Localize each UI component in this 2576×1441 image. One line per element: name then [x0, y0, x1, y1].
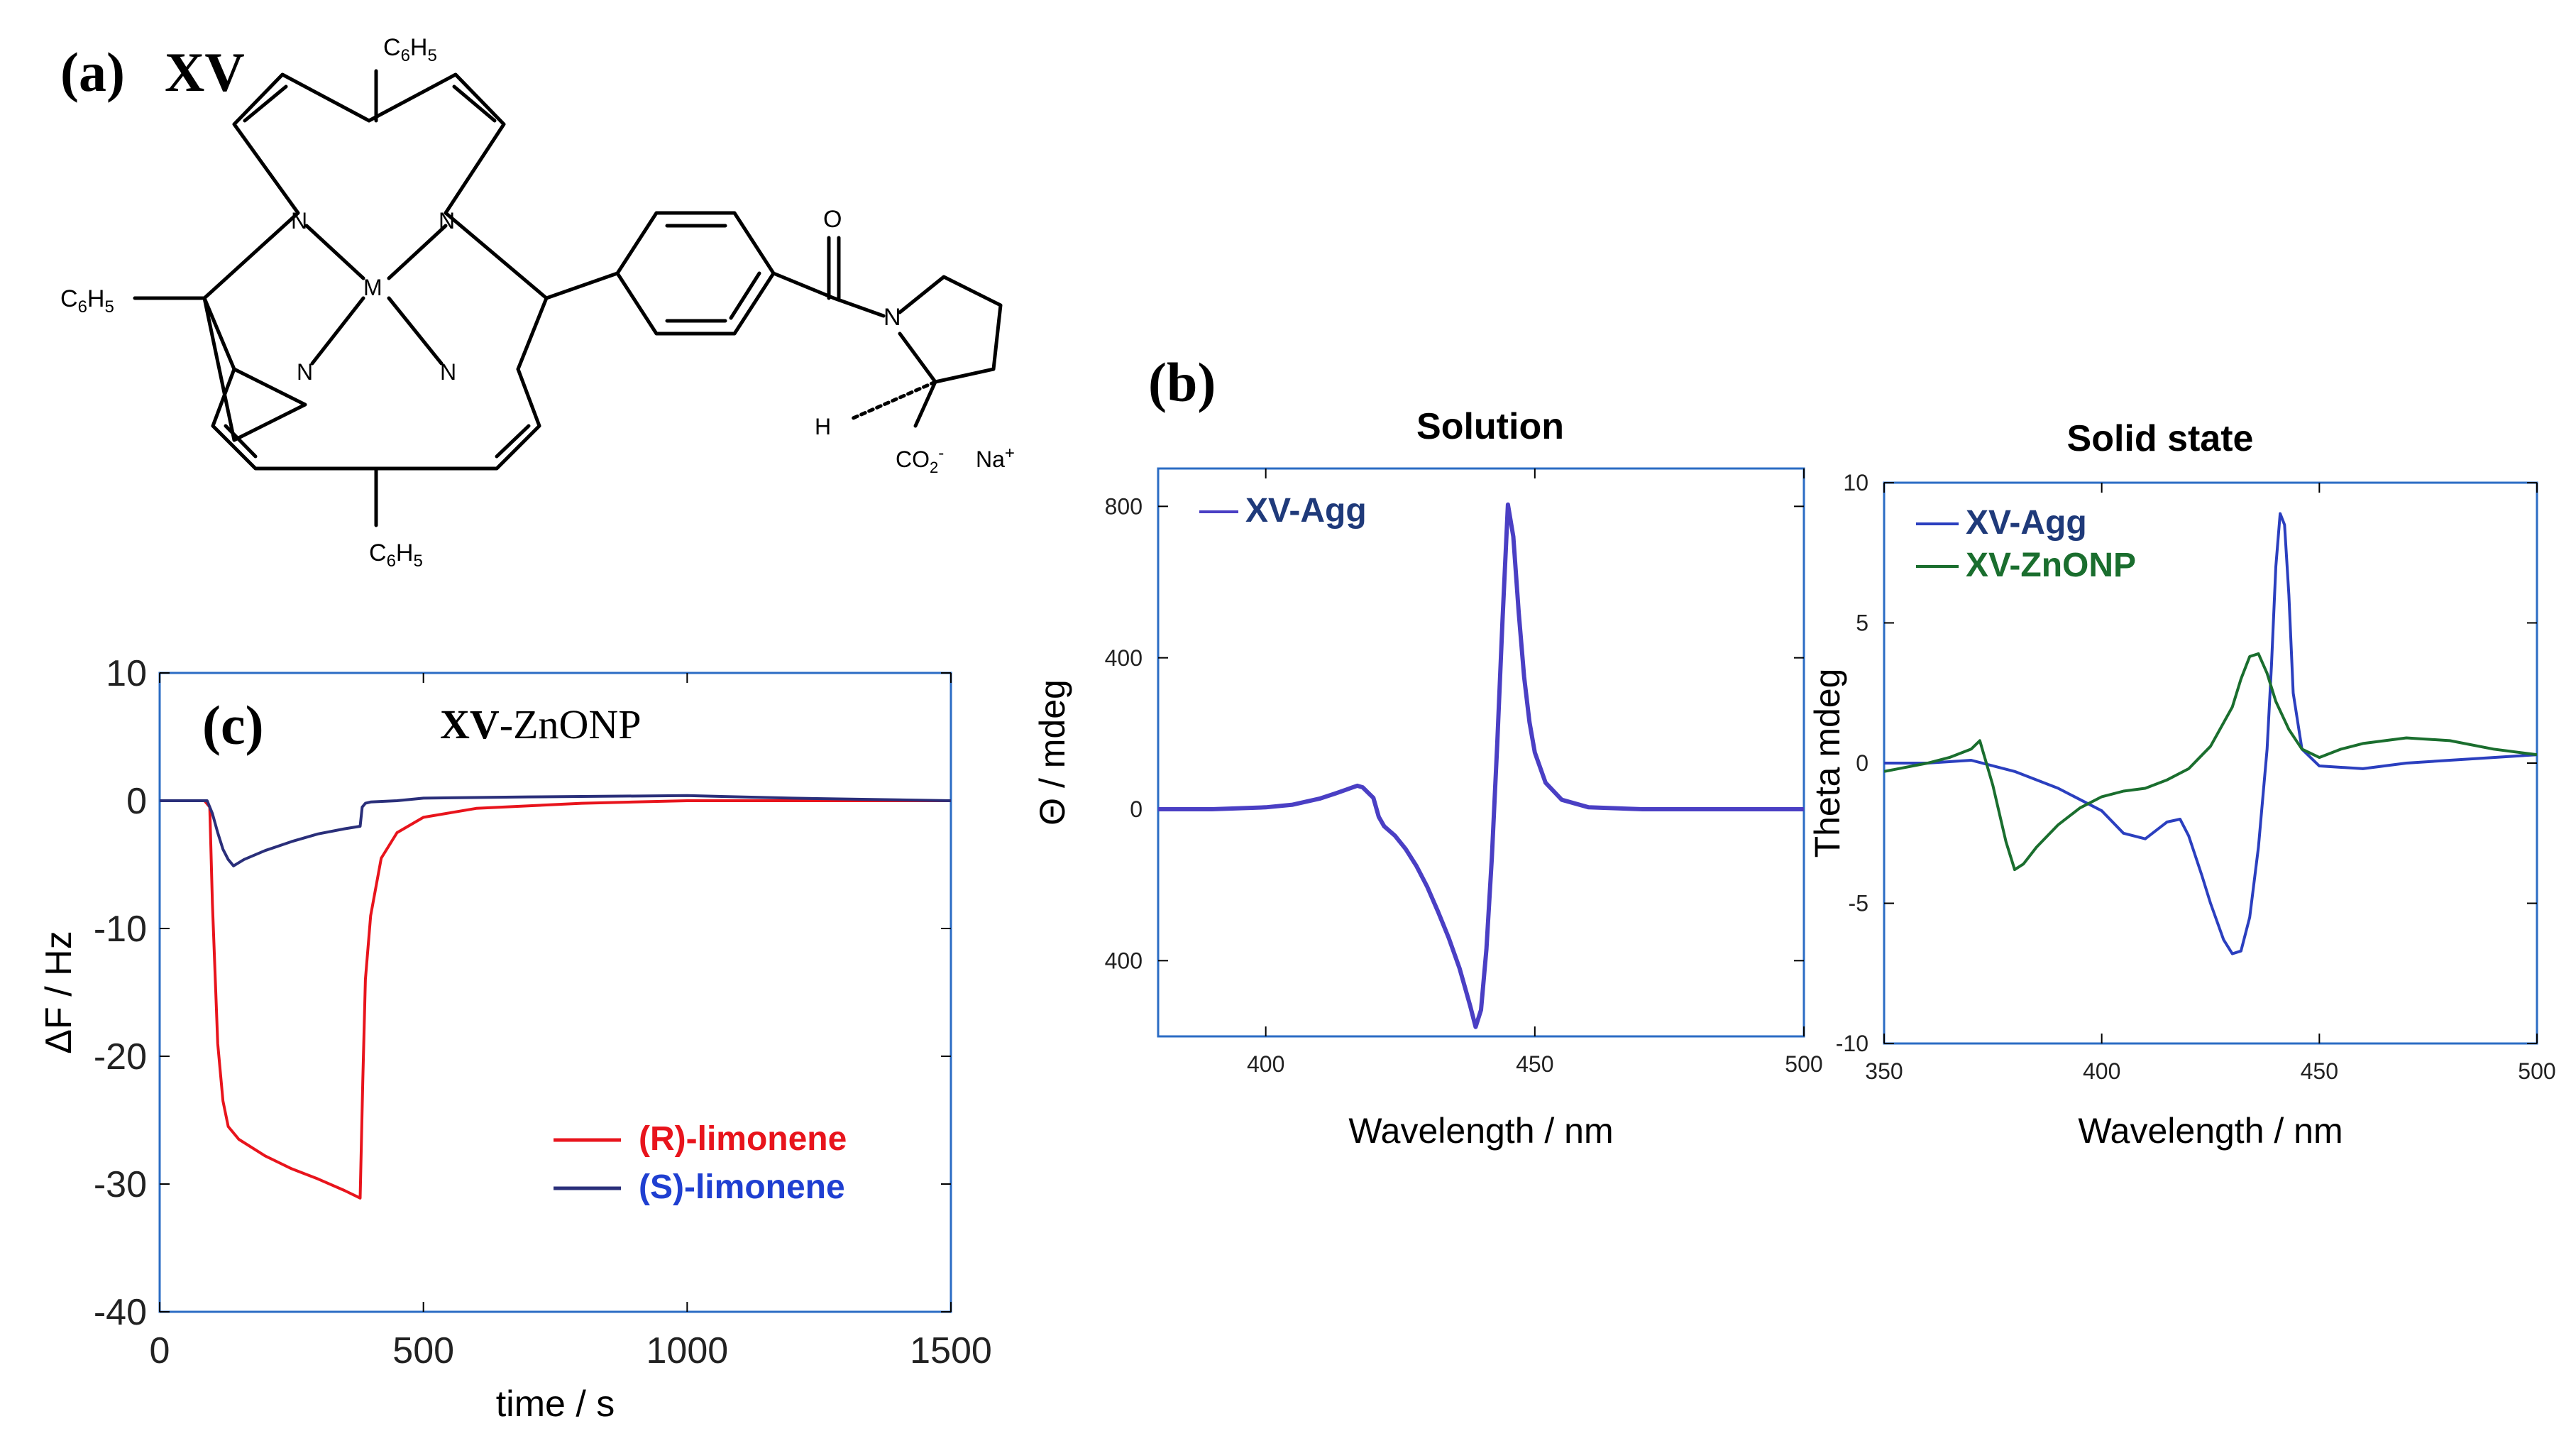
panel-a: (a) XV — [60, 34, 1015, 571]
y-tick-label: 400 — [1105, 645, 1143, 671]
bond-c-n — [832, 296, 886, 318]
bond-aryl-carbonyl — [771, 271, 836, 300]
panel-c-label: (c) — [202, 694, 264, 756]
plot-frame — [158, 672, 952, 1313]
series-line--s-limonene — [160, 794, 951, 867]
y-axis-label: ΔF / Hz — [38, 931, 79, 1053]
x-tick-label: 400 — [1247, 1051, 1284, 1077]
panel-a-label: (a) — [60, 41, 125, 103]
panel-b-label: (b) — [1148, 351, 1216, 413]
plot-frame — [1157, 467, 1805, 1038]
y-tick-label: 10 — [106, 653, 147, 694]
bond-n4-m — [387, 296, 444, 366]
solid-state-cd-chart: 350 400 450 500 10 5 0 -5 -10 Wavelength / nm Thet… — [1807, 470, 2556, 1151]
metal-atom: M — [363, 275, 382, 300]
y-axis-label: Theta mdeg — [1807, 669, 1847, 858]
solution-title: Solution — [1416, 406, 1564, 447]
y-tick-label: 5 — [1856, 610, 1868, 636]
carboxylate-label: CO2- — [896, 444, 944, 476]
structure-labels: C6H5 C6H5 C6H5 N N N N M O N H CO2- Na+ — [60, 34, 1015, 571]
legend-label: XV-ZnONP — [1966, 547, 2136, 584]
phenyl-bottom: C6H5 — [369, 539, 423, 571]
y-tick-label: 0 — [1856, 750, 1868, 776]
y-tick-label: -5 — [1849, 891, 1868, 916]
bond-top-right-pyrrole — [367, 72, 506, 215]
bond-lower-left-pyrrole-a — [202, 296, 307, 442]
oxygen-atom: O — [823, 206, 842, 233]
sodium-label: Na+ — [976, 444, 1015, 472]
benzene-db3 — [729, 271, 761, 320]
y-tick-label: -10 — [94, 909, 147, 950]
legend-label: (S)-limonene — [639, 1168, 845, 1206]
y-tick-label: -20 — [94, 1036, 147, 1078]
panel-c-annotation: XV-ZnONP — [440, 701, 642, 747]
y-tick-label: 10 — [1843, 470, 1868, 495]
x-axis-label: Wavelength / nm — [2078, 1111, 2343, 1151]
double-bond-d — [495, 424, 531, 459]
x-tick-label: 0 — [150, 1330, 170, 1371]
qcm-frequency-chart: 0 500 1000 1500 10 0 -10 -20 -30 -40 time / s ΔF / … — [38, 653, 992, 1425]
bond-to-carboxylate — [913, 380, 937, 428]
bond-n3-m — [310, 296, 365, 366]
n-atom-4: N — [440, 359, 456, 385]
porphyrin-structure — [133, 69, 1003, 527]
y-tick-label: -30 — [94, 1164, 147, 1205]
pyrrolidine-ring — [898, 275, 1003, 384]
x-tick-label: 500 — [1785, 1051, 1822, 1077]
y-tick-label: 0 — [1130, 796, 1143, 822]
y-tick-label: 400 — [1105, 948, 1143, 974]
bond-n2-m — [387, 224, 448, 280]
solution-cd-chart: 400 450 500 800 400 0 400 Wavelength / nm Θ / md… — [1033, 467, 1823, 1151]
n-atom-1: N — [291, 208, 307, 234]
bond-right-meso — [544, 271, 620, 300]
x-tick-label: 450 — [2301, 1058, 2338, 1084]
x-tick-label: 1000 — [646, 1330, 728, 1371]
y-tick-label: -10 — [1836, 1031, 1868, 1056]
double-bond-b — [452, 84, 497, 123]
x-tick-label: 500 — [2518, 1058, 2555, 1084]
y-tick-label: -40 — [94, 1292, 147, 1333]
x-tick-label: 350 — [1865, 1058, 1903, 1084]
x-axis-label: time / s — [496, 1384, 615, 1425]
n-atom-3: N — [297, 359, 313, 385]
bond-n1-m — [304, 224, 365, 280]
legend-label: (R)-limonene — [639, 1120, 847, 1158]
solid-state-title: Solid state — [2067, 418, 2254, 459]
amide-n-atom: N — [884, 304, 901, 331]
legend-label: XV-Agg — [1966, 504, 2087, 542]
x-axis-label: Wavelength / nm — [1348, 1111, 1613, 1151]
series-line-xv-znonp — [1884, 652, 2537, 872]
y-tick-label: 0 — [126, 781, 147, 822]
bond-lower-left-pyrrole-b — [211, 367, 378, 471]
x-tick-label: 500 — [392, 1330, 454, 1371]
legend-label: XV-Agg — [1245, 492, 1367, 530]
phenyl-top: C6H5 — [383, 34, 437, 65]
phenyl-left: C6H5 — [60, 285, 114, 317]
bond-lower-right-pyrrole — [374, 367, 541, 471]
double-bond-c — [224, 424, 258, 459]
n-atom-2: N — [439, 208, 455, 234]
double-bond-a — [243, 84, 288, 123]
series-line-xv-agg — [1158, 502, 1804, 1029]
series-line-xv-agg — [1884, 512, 2537, 955]
x-tick-label: 1500 — [910, 1330, 992, 1371]
y-axis-label: Θ / mdeg — [1033, 679, 1072, 826]
bond-hash-h — [849, 380, 937, 421]
compound-label: XV — [165, 41, 245, 103]
stereo-h-atom: H — [815, 414, 831, 439]
bond-top-left-pyrrole — [232, 72, 371, 215]
series-line--r-limonene — [160, 799, 951, 1200]
x-tick-label: 450 — [1516, 1051, 1553, 1077]
y-tick-label: 800 — [1105, 494, 1143, 520]
x-tick-label: 400 — [2083, 1058, 2120, 1084]
